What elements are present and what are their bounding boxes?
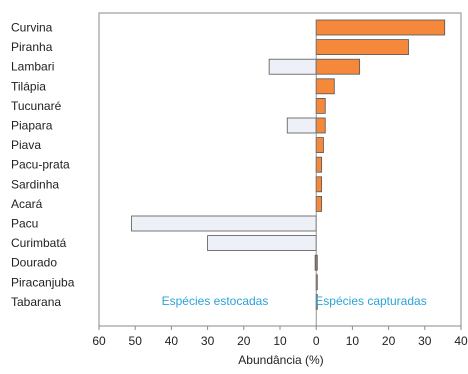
category-label: Piapara <box>11 119 53 133</box>
x-tick-label: 0 <box>313 334 320 348</box>
bar-capturadas <box>315 137 324 154</box>
bar-capturadas <box>315 78 335 95</box>
bar-capturadas <box>315 98 326 114</box>
bar-capturadas <box>315 39 409 55</box>
bar-capturadas <box>315 195 323 212</box>
x-tick-label: 20 <box>237 334 251 348</box>
x-tick-label: 50 <box>129 334 143 348</box>
category-label: Acará <box>11 197 43 211</box>
x-tick-label: 20 <box>382 334 396 348</box>
bar-estocadas <box>207 235 317 252</box>
legend-estocadas: Espécies estocadas <box>162 294 269 308</box>
bar-estocadas <box>131 215 317 232</box>
category-label: Sardinha <box>11 177 59 191</box>
category-label: Lambari <box>11 60 54 74</box>
category-label: Tabarana <box>11 295 61 309</box>
legend-capturadas: Espécies capturadas <box>315 294 426 308</box>
bar-capturadas <box>315 19 446 36</box>
x-tick-label: 10 <box>346 334 360 348</box>
bar-estocadas <box>268 58 317 75</box>
category-label: Dourado <box>11 256 57 270</box>
category-label: Tucunaré <box>11 99 62 113</box>
bar-capturadas <box>315 58 361 75</box>
x-axis-label: Abundância (%) <box>238 353 323 367</box>
category-label: Curimbatá <box>11 236 67 250</box>
category-label: Tilápia <box>11 79 46 93</box>
bar-capturadas <box>315 156 323 173</box>
category-label: Pacu-prata <box>11 158 70 172</box>
category-label: Piava <box>11 138 41 152</box>
x-tick-label: 10 <box>273 334 287 348</box>
bar-capturadas <box>315 176 323 193</box>
x-tick-label: 40 <box>454 334 468 348</box>
x-tick-label: 30 <box>418 334 432 348</box>
bar-estocadas <box>286 117 317 134</box>
category-label: Pacu <box>11 217 38 231</box>
x-tick-label: 60 <box>92 334 106 348</box>
category-label: Piranha <box>11 40 53 54</box>
x-tick-label: 30 <box>201 334 215 348</box>
bar-capturadas <box>315 117 326 134</box>
category-label: Piracanjuba <box>11 275 75 289</box>
category-label: Curvina <box>11 21 53 35</box>
x-tick-label: 40 <box>165 334 179 348</box>
